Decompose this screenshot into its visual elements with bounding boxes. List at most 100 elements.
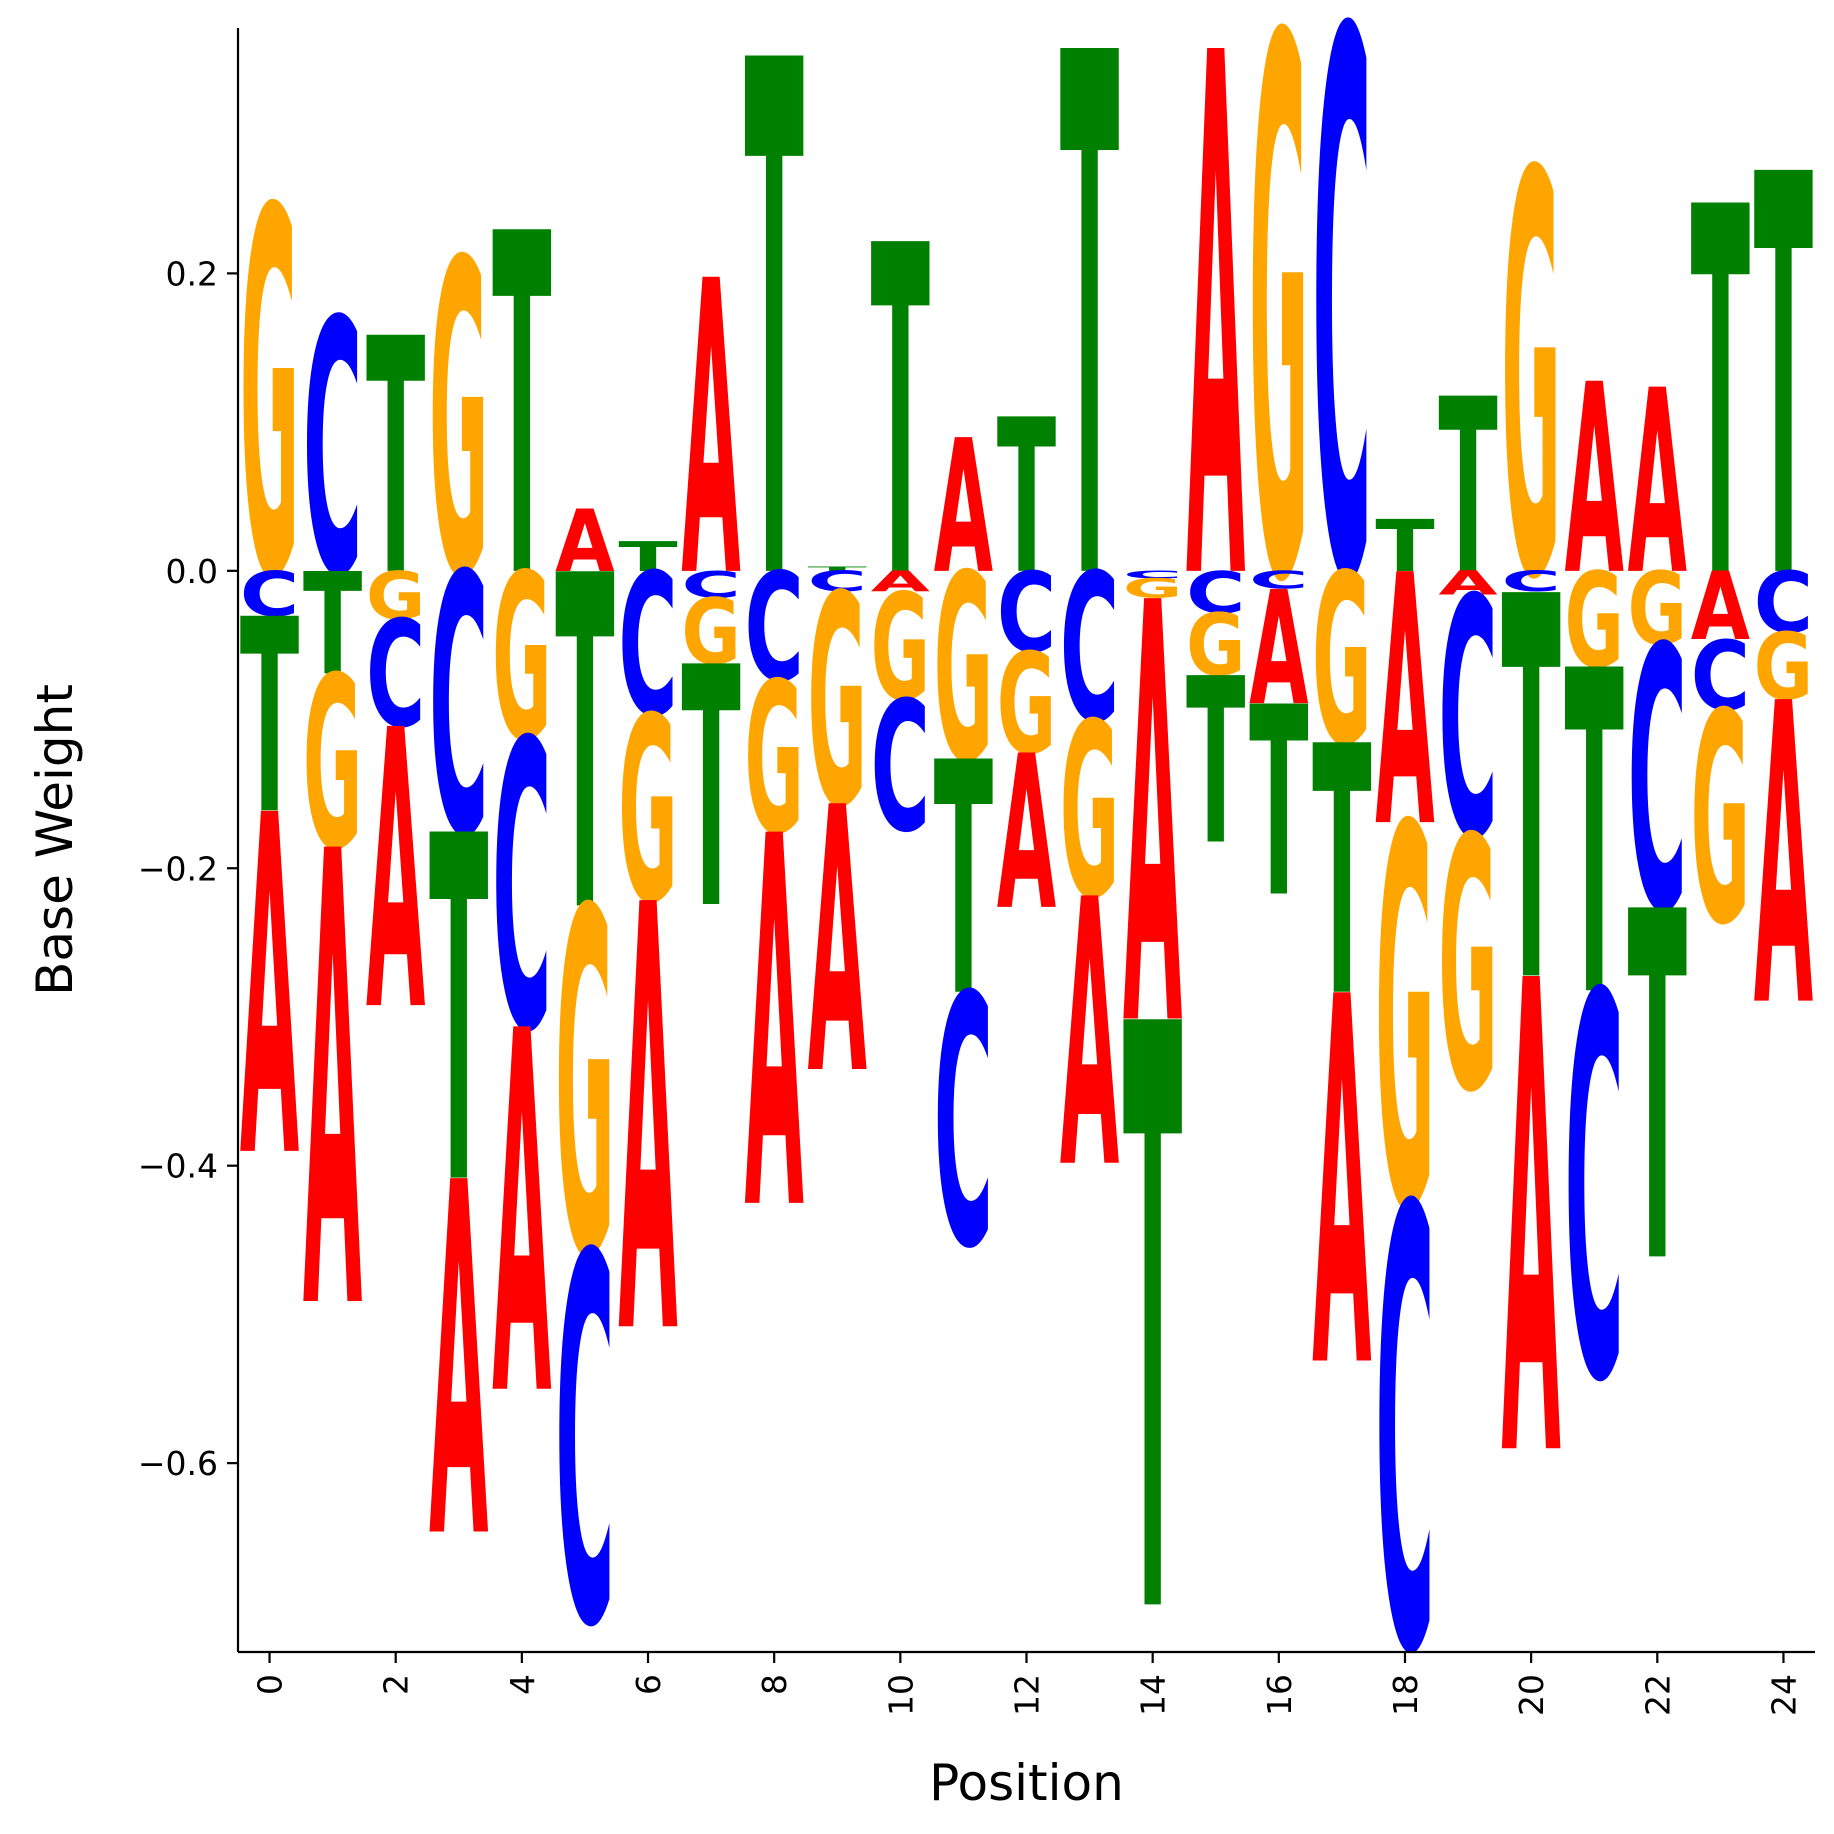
logo-letter-a-pos-19: A (1438, 564, 1498, 602)
logo-letter-g-pos-2: G (366, 559, 425, 635)
logo-letter-c-pos-9: C (808, 566, 867, 599)
logo-letter-g-pos-20: G (1501, 59, 1560, 701)
logo-letter-a-pos-14: A (1123, 483, 1183, 1155)
logo-letters: GCTACTGATGCAGCTATGCAATGCTCGAACGTTCGATCGA… (240, 0, 1814, 1794)
logo-letter-a-pos-15: A (1186, 0, 1246, 741)
x-axis-label: Position (929, 1754, 1124, 1812)
logo-letter-t-pos-9: T (808, 565, 867, 572)
logo-letter-t-pos-4: T (492, 137, 552, 682)
x-tick-label: 14 (1134, 1674, 1173, 1716)
logo-letter-t-pos-15: T (1186, 630, 1245, 896)
logo-letter-g-pos-6: G (618, 664, 677, 961)
logo-letter-t-pos-22: T (1628, 814, 1688, 1371)
logo-letter-a-pos-9: A (808, 731, 868, 1156)
y-axis-ticks: −0.6 −0.4 −0.2 0.0 0.2 (138, 254, 238, 1483)
logo-letter-t-pos-6: T (618, 534, 677, 581)
x-tick-label: 12 (1008, 1674, 1047, 1716)
y-tick-label: −0.6 (138, 1444, 218, 1483)
logo-letter-t-pos-11: T (934, 696, 993, 1069)
logo-letter-c-pos-12: C (997, 549, 1056, 678)
logo-letter-t-pos-0: T (240, 563, 299, 874)
logo-letter-a-pos-8: A (745, 730, 805, 1323)
logo-letter-c-pos-5: C (555, 1151, 614, 1739)
logo-letter-a-pos-18: A (1375, 503, 1434, 903)
logo-letter-c-pos-14: C (1123, 569, 1182, 581)
x-tick-label: 20 (1512, 1674, 1551, 1716)
logo-letter-a-pos-11: A (934, 402, 993, 615)
logo-letter-c-pos-15: C (1186, 560, 1245, 626)
x-tick-label: 8 (755, 1674, 794, 1695)
logo-letter-t-pos-8: T (745, 0, 805, 738)
logo-letter-t-pos-16: T (1249, 652, 1308, 955)
logo-letter-c-pos-11: C (934, 924, 993, 1325)
logo-letter-g-pos-12: G (997, 624, 1056, 786)
logo-letter-t-pos-18: T (1375, 504, 1434, 587)
logo-letter-a-pos-7: A (681, 198, 741, 666)
logo-letter-c-pos-20: C (1501, 566, 1560, 599)
logo-letter-g-pos-4: G (492, 526, 551, 792)
logo-letter-t-pos-24: T (1754, 60, 1814, 701)
logo-letter-t-pos-19: T (1438, 347, 1497, 628)
logo-letter-a-pos-23: A (1691, 554, 1750, 662)
logo-letter-a-pos-16: A (1249, 558, 1308, 741)
logo-letter-t-pos-3: T (429, 738, 489, 1290)
logo-letter-g-pos-21: G (1565, 545, 1624, 697)
logo-letter-t-pos-21: T (1565, 579, 1625, 1095)
logo-letter-a-pos-1: A (303, 723, 363, 1449)
x-tick-label: 16 (1260, 1674, 1299, 1716)
logo-letter-g-pos-8: G (745, 639, 804, 881)
logo-letter-t-pos-20: T (1501, 487, 1561, 1100)
logo-letter-c-pos-0: C (240, 559, 299, 630)
logo-letter-a-pos-5: A (555, 493, 614, 592)
logo-letter-g-pos-16: G (1249, 0, 1308, 745)
logo-letter-c-pos-19: C (1438, 531, 1497, 913)
logo-letter-a-pos-21: A (1565, 331, 1624, 634)
logo-letter-c-pos-4: C (492, 660, 551, 1120)
x-tick-label: 22 (1638, 1674, 1677, 1716)
logo-letter-a-pos-12: A (997, 710, 1056, 957)
x-tick-label: 0 (251, 1674, 290, 1695)
logo-letter-g-pos-15: G (1186, 596, 1245, 695)
logo-letter-g-pos-7: G (681, 580, 740, 685)
logo-letter-c-pos-16: C (1249, 567, 1308, 595)
logo-letter-g-pos-17: G (1312, 524, 1371, 797)
logo-letter-g-pos-22: G (1628, 551, 1687, 668)
logo-letter-a-pos-17: A (1312, 894, 1372, 1481)
logo-letter-c-pos-23: C (1691, 620, 1750, 731)
logo-letter-g-pos-19: G (1438, 766, 1497, 1169)
logo-letter-c-pos-17: C (1312, 0, 1371, 748)
logo-letter-a-pos-20: A (1501, 847, 1561, 1601)
logo-letter-t-pos-1: T (303, 544, 363, 708)
logo-letter-t-pos-14: T (1123, 859, 1183, 1794)
logo-letter-g-pos-18: G (1375, 718, 1434, 1326)
logo-letter-c-pos-22: C (1628, 572, 1687, 993)
logo-letter-g-pos-13: G (1060, 672, 1119, 952)
logo-letter-g-pos-0: G (240, 108, 299, 690)
logo-letter-t-pos-10: T (871, 151, 931, 677)
x-tick-label: 10 (881, 1674, 920, 1716)
logo-letter-t-pos-23: T (1691, 104, 1751, 691)
logo-letter-a-pos-6: A (618, 785, 678, 1465)
x-tick-label: 6 (629, 1674, 668, 1695)
y-tick-label: −0.2 (138, 849, 218, 888)
y-tick-label: −0.4 (138, 1147, 218, 1186)
logo-letter-g-pos-23: G (1691, 651, 1750, 989)
logo-letter-a-pos-2: A (366, 651, 426, 1096)
logo-letter-c-pos-1: C (303, 247, 362, 653)
logo-letter-a-pos-13: A (1060, 824, 1120, 1250)
logo-letter-a-pos-3: A (429, 1082, 489, 1646)
y-axis-label: Base Weight (26, 684, 84, 996)
logo-letter-c-pos-10: C (871, 663, 930, 872)
logo-letter-c-pos-21: C (1565, 886, 1624, 1498)
logo-letter-a-pos-0: A (240, 718, 300, 1261)
logo-letter-g-pos-3: G (429, 172, 488, 673)
logo-letter-c-pos-13: C (1060, 530, 1119, 768)
logo-letter-t-pos-5: T (555, 480, 615, 1014)
x-tick-label: 2 (377, 1674, 416, 1695)
logo-letter-c-pos-2: C (366, 589, 425, 760)
x-tick-label: 18 (1386, 1674, 1425, 1716)
logo-letter-g-pos-24: G (1754, 614, 1813, 721)
logo-letter-g-pos-14: G (1123, 573, 1182, 604)
x-tick-label: 4 (503, 1674, 542, 1695)
